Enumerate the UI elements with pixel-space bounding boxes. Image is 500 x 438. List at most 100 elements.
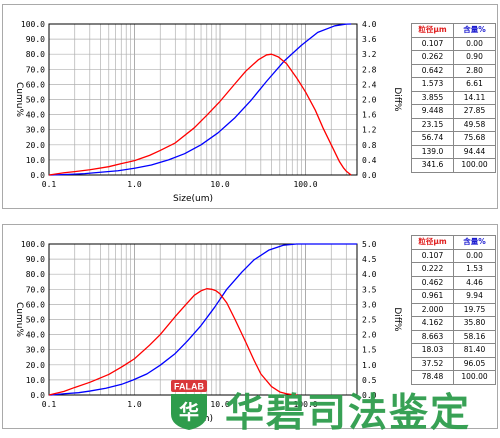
size-cell: 1.573: [411, 77, 454, 92]
content-cell: 0.90: [453, 50, 496, 65]
x-tick-label: 1.0: [127, 400, 142, 409]
size-cell: 0.222: [411, 262, 454, 277]
size-cell: 56.74: [411, 131, 454, 146]
y-left-tick-label: 90.0: [26, 35, 45, 44]
content-cell: 49.58: [453, 117, 496, 132]
y-left-tick-label: 10.0: [26, 156, 45, 165]
table-row: 0.642 2.80: [411, 63, 496, 78]
x-tick-label: 100.0: [293, 400, 317, 409]
y-left-tick-label: 0.0: [31, 391, 46, 400]
size-cell: 78.48: [411, 370, 454, 385]
table-row: 8.663 58.16: [411, 329, 496, 344]
cumulative-curve: [49, 243, 357, 396]
y-left-tick-label: 20.0: [26, 141, 45, 150]
table-row: 0.462 4.46: [411, 275, 496, 290]
y-right-tick-label: 4.0: [362, 270, 377, 279]
y-right-tick-label: 3.6: [362, 35, 377, 44]
y-right-tick-label: 0.8: [362, 141, 377, 150]
size-cell: 2.000: [411, 302, 454, 317]
size-cell: 3.855: [411, 90, 454, 105]
size-cell: 139.0: [411, 144, 454, 159]
y-left-tick-label: 10.0: [26, 376, 45, 385]
content-cell: 1.53: [453, 262, 496, 277]
y-left-tick-label: 80.0: [26, 50, 45, 59]
y-right-tick-label: 4.0: [362, 20, 377, 29]
y-left-tick-label: 50.0: [26, 316, 45, 325]
y-right-tick-label: 1.5: [362, 346, 377, 355]
y-right-tick-label: 2.0: [362, 331, 377, 340]
y-left-tick-label: 0.0: [31, 171, 46, 180]
y-right-tick-label: 3.0: [362, 300, 377, 309]
y-left-tick-label: 60.0: [26, 80, 45, 89]
y-left-tick-label: 40.0: [26, 331, 45, 340]
psd-chart-panel-1: 0.0 10.0 20.0 30.0 40.0 50.0 60.0 70.0 80.0 90.0 1…: [2, 4, 498, 209]
y-right-tick-label: 1.6: [362, 111, 377, 120]
size-cell: 37.52: [411, 356, 454, 371]
y-right-tick-label: 2.4: [362, 80, 377, 89]
y-right-tick-label: 0.0: [362, 171, 377, 180]
size-cell: 0.262: [411, 50, 454, 65]
watermark: FALAB 华 华碧司法鉴定: [163, 380, 500, 436]
y-right-tick-label: 2.0: [362, 96, 377, 105]
y-left-axis-title: Cumu%: [14, 82, 24, 117]
y-left-tick-label: 60.0: [26, 300, 45, 309]
y-left-tick-label: 70.0: [26, 285, 45, 294]
table-row: 18.03 81.40: [411, 343, 496, 358]
table-row: 37.52 96.05: [411, 356, 496, 371]
watermark-text: 华碧司法鉴定: [225, 391, 472, 436]
content-cell: 35.80: [453, 316, 496, 331]
table-row: 78.48 100.00: [411, 370, 496, 385]
content-cell: 9.94: [453, 289, 496, 304]
content-cell: 58.16: [453, 329, 496, 344]
y-right-tick-label: 3.2: [362, 50, 377, 59]
y-right-tick-label: 1.0: [362, 361, 377, 370]
falab-logo-glyph: 华: [179, 400, 199, 424]
size-column-header: 粒径μm: [411, 235, 454, 250]
psd-chart-panel-2: 0.0 10.0 20.0 30.0 40.0 50.0 60.0 70.0 80.0 90.0 1…: [2, 224, 498, 429]
falab-logo-text: FALAB: [174, 382, 204, 392]
y-right-tick-label: 1.2: [362, 126, 377, 135]
y-right-tick-label: 2.8: [362, 65, 377, 74]
x-tick-label: 10.0: [210, 180, 229, 189]
x-tick-label: 0.1: [42, 400, 57, 409]
size-content-table-1: 粒径μm 含量% 0.107 0.00 0.262 0.90 0.642 2.80 1.573 6…: [411, 23, 496, 173]
table-row: 2.000 19.75: [411, 302, 496, 317]
size-cell: 23.15: [411, 117, 454, 132]
y-left-tick-label: 90.0: [26, 255, 45, 264]
content-cell: 19.75: [453, 302, 496, 317]
content-column-header: 含量%: [453, 23, 496, 38]
content-cell: 4.46: [453, 275, 496, 290]
psd-chart-2: 0.0 10.0 20.0 30.0 40.0 50.0 60.0 70.0 80.0 90.0 1…: [14, 240, 402, 424]
size-cell: 0.107: [411, 36, 454, 51]
table-row: 0.107 0.00: [411, 248, 496, 263]
psd-chart-1: 0.0 10.0 20.0 30.0 40.0 50.0 60.0 70.0 80.0 90.0 1…: [14, 20, 402, 204]
x-tick-label: 0.1: [42, 180, 57, 189]
content-cell: 75.68: [453, 131, 496, 146]
size-cell: 0.107: [411, 248, 454, 263]
table-row: 56.74 75.68: [411, 131, 496, 146]
y-left-tick-label: 100.0: [21, 240, 45, 249]
content-cell: 0.00: [453, 36, 496, 51]
content-cell: 6.61: [453, 77, 496, 92]
plot-area-frame: [48, 23, 358, 176]
x-tick-label: 10.0: [210, 400, 229, 409]
differential-curve: [48, 288, 298, 396]
y-right-axis-title: Diff%: [392, 87, 402, 112]
size-content-table-2: 粒径μm 含量% 0.107 0.00 0.222 1.53 0.462 4.46 0.961 9…: [411, 235, 496, 385]
content-cell: 94.44: [453, 144, 496, 159]
content-cell: 81.40: [453, 343, 496, 358]
differential-curve: [48, 53, 352, 176]
y-right-tick-label: 5.0: [362, 240, 377, 249]
size-cell: 4.162: [411, 316, 454, 331]
table-row: 4.162 35.80: [411, 316, 496, 331]
y-right-axis-title: Diff%: [392, 307, 402, 332]
content-column-header: 含量%: [453, 235, 496, 250]
y-left-tick-label: 70.0: [26, 65, 45, 74]
size-cell: 9.448: [411, 104, 454, 119]
y-left-tick-label: 80.0: [26, 270, 45, 279]
table-row: 1.573 6.61: [411, 77, 496, 92]
y-left-tick-label: 20.0: [26, 361, 45, 370]
table-row: 0.222 1.53: [411, 262, 496, 277]
table-row: 0.961 9.94: [411, 289, 496, 304]
y-left-tick-label: 50.0: [26, 96, 45, 105]
